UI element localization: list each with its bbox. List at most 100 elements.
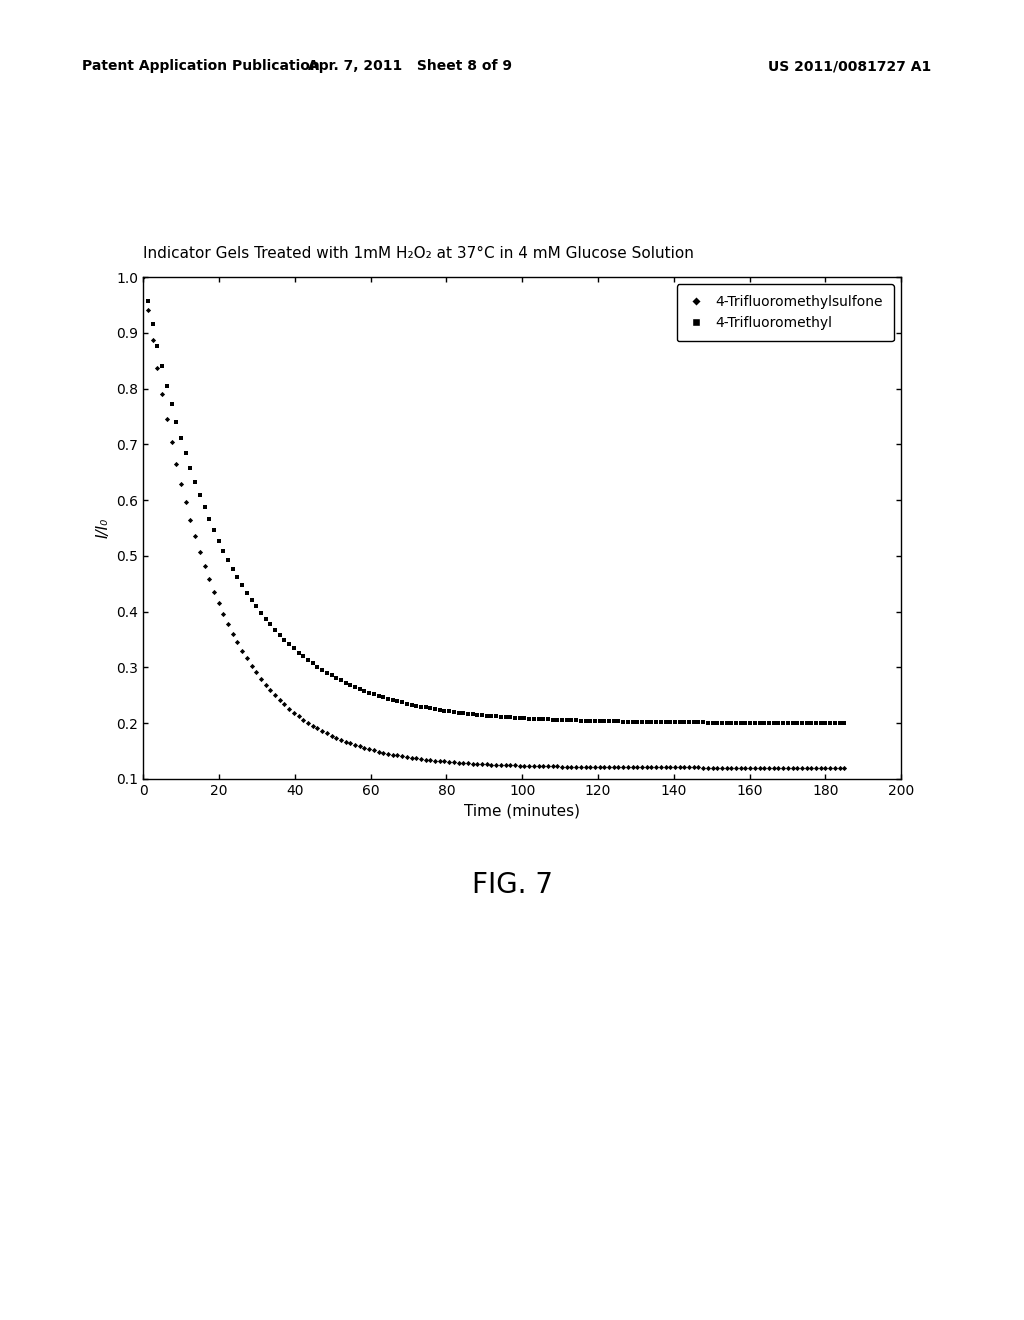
4-Trifluoromethyl — [742, 713, 759, 734]
4-Trifluoromethyl — [159, 375, 175, 396]
4-Trifluoromethylsulfone — [728, 756, 744, 777]
4-Trifluoromethyl — [770, 713, 786, 734]
4-Trifluoromethylsulfone — [478, 754, 495, 775]
4-Trifluoromethylsulfone — [530, 755, 547, 776]
4-Trifluoromethylsulfone — [737, 756, 754, 777]
4-Trifluoromethylsulfone — [803, 758, 819, 779]
4-Trifluoromethyl — [488, 706, 505, 727]
4-Trifluoromethyl — [605, 711, 622, 733]
4-Trifluoromethyl — [535, 709, 551, 730]
4-Trifluoromethyl — [563, 710, 580, 731]
4-Trifluoromethylsulfone — [144, 329, 161, 350]
4-Trifluoromethyl — [431, 700, 447, 721]
4-Trifluoromethyl — [304, 653, 321, 675]
4-Trifluoromethylsulfone — [197, 556, 213, 577]
4-Trifluoromethylsulfone — [596, 756, 612, 777]
4-Trifluoromethylsulfone — [159, 408, 175, 429]
4-Trifluoromethyl — [601, 710, 617, 731]
4-Trifluoromethyl — [478, 705, 495, 726]
4-Trifluoromethylsulfone — [690, 756, 707, 777]
4-Trifluoromethyl — [366, 684, 382, 705]
4-Trifluoromethylsulfone — [592, 756, 608, 777]
4-Trifluoromethyl — [634, 711, 650, 733]
4-Trifluoromethylsulfone — [164, 432, 180, 453]
4-Trifluoromethylsulfone — [347, 734, 364, 755]
4-Trifluoromethyl — [286, 638, 302, 659]
4-Trifluoromethylsulfone — [229, 632, 246, 653]
4-Trifluoromethylsulfone — [380, 743, 396, 764]
4-Trifluoromethyl — [375, 686, 391, 708]
4-Trifluoromethyl — [498, 706, 514, 727]
4-Trifluoromethylsulfone — [578, 756, 594, 777]
4-Trifluoromethylsulfone — [248, 661, 264, 682]
4-Trifluoromethylsulfone — [356, 738, 373, 759]
4-Trifluoromethyl — [324, 665, 340, 686]
4-Trifluoromethyl — [690, 711, 707, 733]
4-Trifluoromethylsulfone — [474, 754, 490, 775]
4-Trifluoromethylsulfone — [752, 758, 768, 779]
4-Trifluoromethylsulfone — [676, 756, 692, 777]
4-Trifluoromethylsulfone — [206, 581, 222, 602]
Y-axis label: I/I₀: I/I₀ — [96, 517, 111, 539]
4-Trifluoromethylsulfone — [558, 756, 574, 777]
4-Trifluoromethylsulfone — [262, 680, 279, 701]
4-Trifluoromethylsulfone — [233, 640, 250, 661]
4-Trifluoromethylsulfone — [398, 746, 415, 767]
4-Trifluoromethylsulfone — [135, 267, 152, 288]
4-Trifluoromethyl — [752, 713, 768, 734]
4-Trifluoromethyl — [610, 711, 627, 733]
4-Trifluoromethyl — [418, 697, 434, 718]
4-Trifluoromethyl — [239, 582, 255, 603]
4-Trifluoromethylsulfone — [605, 756, 622, 777]
4-Trifluoromethylsulfone — [276, 694, 293, 715]
4-Trifluoromethylsulfone — [177, 492, 194, 513]
4-Trifluoromethyl — [201, 508, 217, 529]
4-Trifluoromethylsulfone — [732, 756, 749, 777]
4-Trifluoromethylsulfone — [709, 756, 725, 777]
4-Trifluoromethyl — [150, 335, 166, 356]
4-Trifluoromethyl — [413, 696, 429, 717]
4-Trifluoromethyl — [558, 710, 574, 731]
4-Trifluoromethylsulfone — [304, 715, 321, 737]
4-Trifluoromethyl — [732, 711, 749, 733]
4-Trifluoromethyl — [309, 656, 326, 677]
4-Trifluoromethylsulfone — [168, 453, 184, 474]
4-Trifluoromethyl — [512, 708, 528, 729]
4-Trifluoromethyl — [191, 484, 208, 506]
4-Trifluoromethyl — [380, 688, 396, 709]
4-Trifluoromethylsulfone — [220, 614, 237, 635]
4-Trifluoromethylsulfone — [610, 756, 627, 777]
4-Trifluoromethylsulfone — [318, 723, 335, 744]
4-Trifluoromethylsulfone — [652, 756, 669, 777]
4-Trifluoromethyl — [403, 694, 420, 715]
4-Trifluoromethyl — [592, 710, 608, 731]
4-Trifluoromethyl — [502, 706, 518, 727]
4-Trifluoromethyl — [469, 704, 485, 725]
4-Trifluoromethyl — [545, 709, 561, 730]
4-Trifluoromethyl — [756, 713, 772, 734]
4-Trifluoromethylsulfone — [418, 748, 434, 770]
4-Trifluoromethyl — [831, 713, 848, 734]
4-Trifluoromethylsulfone — [361, 739, 378, 760]
4-Trifluoromethyl — [790, 713, 806, 734]
4-Trifluoromethyl — [233, 574, 250, 595]
4-Trifluoromethyl — [761, 713, 777, 734]
4-Trifluoromethyl — [587, 710, 603, 731]
4-Trifluoromethylsulfone — [366, 739, 382, 760]
4-Trifluoromethyl — [408, 696, 424, 717]
4-Trifluoromethylsulfone — [182, 510, 199, 531]
4-Trifluoromethylsulfone — [634, 756, 650, 777]
4-Trifluoromethylsulfone — [351, 735, 368, 756]
4-Trifluoromethyl — [836, 713, 852, 734]
4-Trifluoromethyl — [803, 713, 819, 734]
4-Trifluoromethyl — [267, 619, 284, 640]
4-Trifluoromethylsulfone — [150, 358, 166, 379]
4-Trifluoromethyl — [568, 710, 585, 731]
4-Trifluoromethyl — [451, 702, 467, 723]
4-Trifluoromethyl — [206, 520, 222, 541]
4-Trifluoromethyl — [657, 711, 674, 733]
4-Trifluoromethyl — [445, 701, 462, 722]
4-Trifluoromethylsulfone — [267, 685, 284, 706]
4-Trifluoromethylsulfone — [545, 756, 561, 777]
4-Trifluoromethyl — [784, 713, 801, 734]
